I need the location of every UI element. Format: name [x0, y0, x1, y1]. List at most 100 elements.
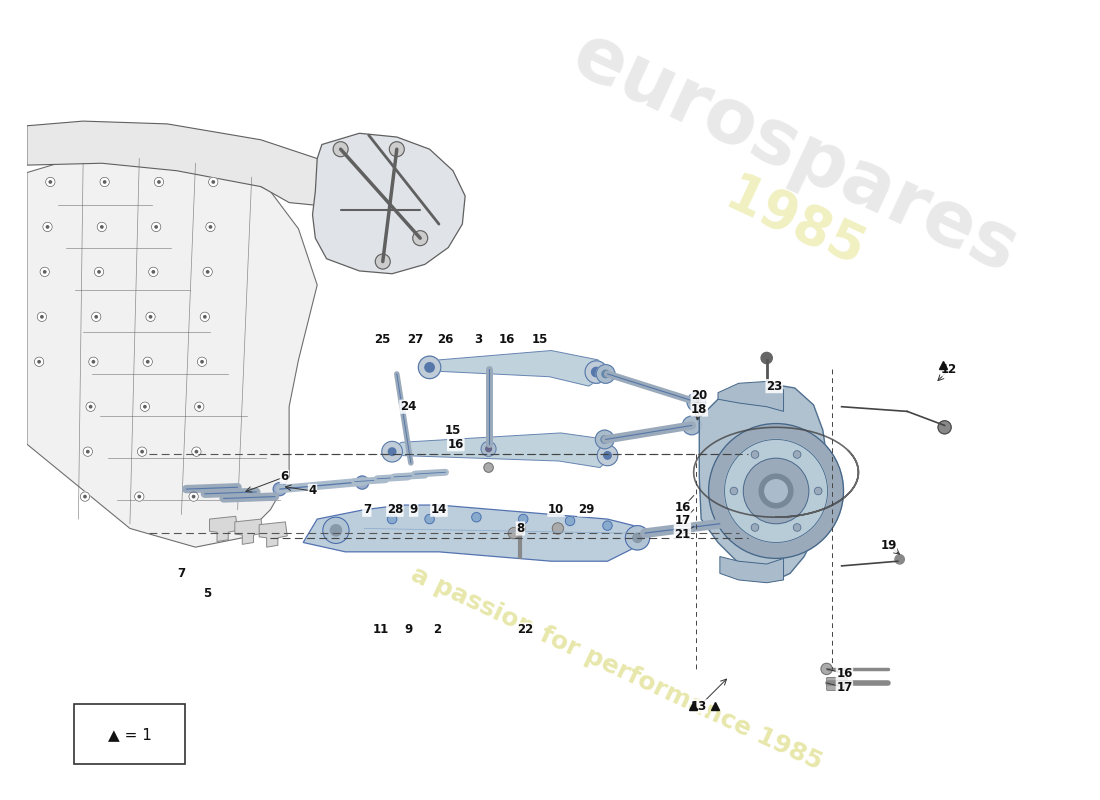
Circle shape	[516, 524, 525, 533]
Circle shape	[744, 458, 808, 524]
Circle shape	[95, 315, 98, 318]
Circle shape	[938, 421, 952, 434]
Circle shape	[146, 360, 150, 364]
Circle shape	[211, 180, 216, 184]
Text: 1985: 1985	[717, 170, 872, 278]
Circle shape	[197, 405, 201, 409]
Circle shape	[632, 533, 642, 542]
Circle shape	[388, 448, 396, 455]
Circle shape	[37, 312, 46, 322]
Circle shape	[565, 516, 574, 526]
Circle shape	[333, 142, 348, 157]
Text: 26: 26	[438, 333, 453, 346]
Circle shape	[486, 446, 492, 452]
Circle shape	[601, 436, 608, 443]
Circle shape	[895, 554, 904, 564]
Circle shape	[152, 222, 161, 231]
Circle shape	[37, 360, 41, 364]
Polygon shape	[312, 134, 465, 274]
Text: 6: 6	[280, 470, 288, 483]
Circle shape	[43, 222, 52, 231]
Circle shape	[604, 452, 612, 459]
Circle shape	[412, 230, 428, 246]
Circle shape	[730, 487, 738, 494]
Circle shape	[89, 357, 98, 366]
Text: 27: 27	[407, 333, 424, 346]
Circle shape	[418, 356, 441, 378]
Circle shape	[43, 270, 46, 274]
Polygon shape	[700, 383, 827, 580]
Circle shape	[596, 365, 615, 383]
Text: 2: 2	[433, 623, 441, 636]
Text: 5: 5	[202, 587, 211, 601]
Circle shape	[195, 450, 198, 454]
Circle shape	[100, 225, 103, 229]
Circle shape	[209, 225, 212, 229]
Circle shape	[143, 405, 146, 409]
Circle shape	[793, 524, 801, 531]
Text: ▲ = 1: ▲ = 1	[108, 727, 152, 742]
Text: 8: 8	[516, 522, 525, 535]
Text: eurospares: eurospares	[560, 18, 1030, 290]
Circle shape	[189, 492, 198, 502]
Circle shape	[764, 480, 788, 502]
Circle shape	[382, 442, 403, 462]
Circle shape	[625, 526, 650, 550]
Circle shape	[330, 525, 342, 536]
Text: 17: 17	[674, 514, 691, 527]
Circle shape	[95, 267, 103, 277]
Text: 13: 13	[691, 700, 707, 713]
Polygon shape	[209, 516, 238, 542]
Circle shape	[273, 482, 286, 496]
Circle shape	[209, 178, 218, 186]
Circle shape	[688, 393, 706, 411]
Text: 19: 19	[880, 538, 896, 552]
FancyBboxPatch shape	[74, 705, 185, 765]
Text: 10: 10	[548, 503, 564, 516]
Polygon shape	[304, 505, 645, 562]
Circle shape	[204, 315, 207, 318]
Circle shape	[595, 430, 614, 449]
Circle shape	[100, 178, 109, 186]
Circle shape	[552, 523, 563, 534]
Circle shape	[751, 524, 759, 531]
Circle shape	[48, 180, 52, 184]
Circle shape	[40, 315, 44, 318]
Text: 3: 3	[474, 333, 482, 346]
Circle shape	[481, 442, 496, 456]
Polygon shape	[260, 522, 287, 547]
Polygon shape	[420, 350, 607, 386]
Circle shape	[200, 312, 209, 322]
Circle shape	[40, 267, 49, 277]
Circle shape	[322, 518, 349, 543]
Text: 16: 16	[674, 502, 691, 514]
Circle shape	[191, 447, 201, 456]
Text: 21: 21	[674, 527, 691, 541]
Circle shape	[140, 450, 144, 454]
Circle shape	[197, 357, 207, 366]
Circle shape	[84, 447, 92, 456]
Circle shape	[148, 315, 153, 318]
Circle shape	[140, 402, 150, 411]
Circle shape	[86, 402, 96, 411]
Circle shape	[154, 225, 158, 229]
Circle shape	[146, 312, 155, 322]
Circle shape	[152, 270, 155, 274]
Circle shape	[138, 447, 146, 456]
Text: 28: 28	[387, 503, 403, 516]
Circle shape	[143, 357, 153, 366]
Text: 16: 16	[448, 438, 464, 450]
Text: 7: 7	[177, 567, 186, 580]
Circle shape	[585, 361, 607, 383]
Text: a passion for performance 1985: a passion for performance 1985	[407, 562, 826, 775]
Circle shape	[759, 474, 793, 508]
Text: 22: 22	[517, 623, 534, 636]
Text: 9: 9	[409, 503, 418, 516]
Circle shape	[204, 267, 212, 277]
Text: 18: 18	[691, 403, 707, 416]
Circle shape	[693, 398, 701, 406]
Circle shape	[518, 514, 528, 524]
Circle shape	[34, 357, 44, 366]
Circle shape	[761, 352, 772, 364]
Text: 15: 15	[444, 424, 461, 437]
